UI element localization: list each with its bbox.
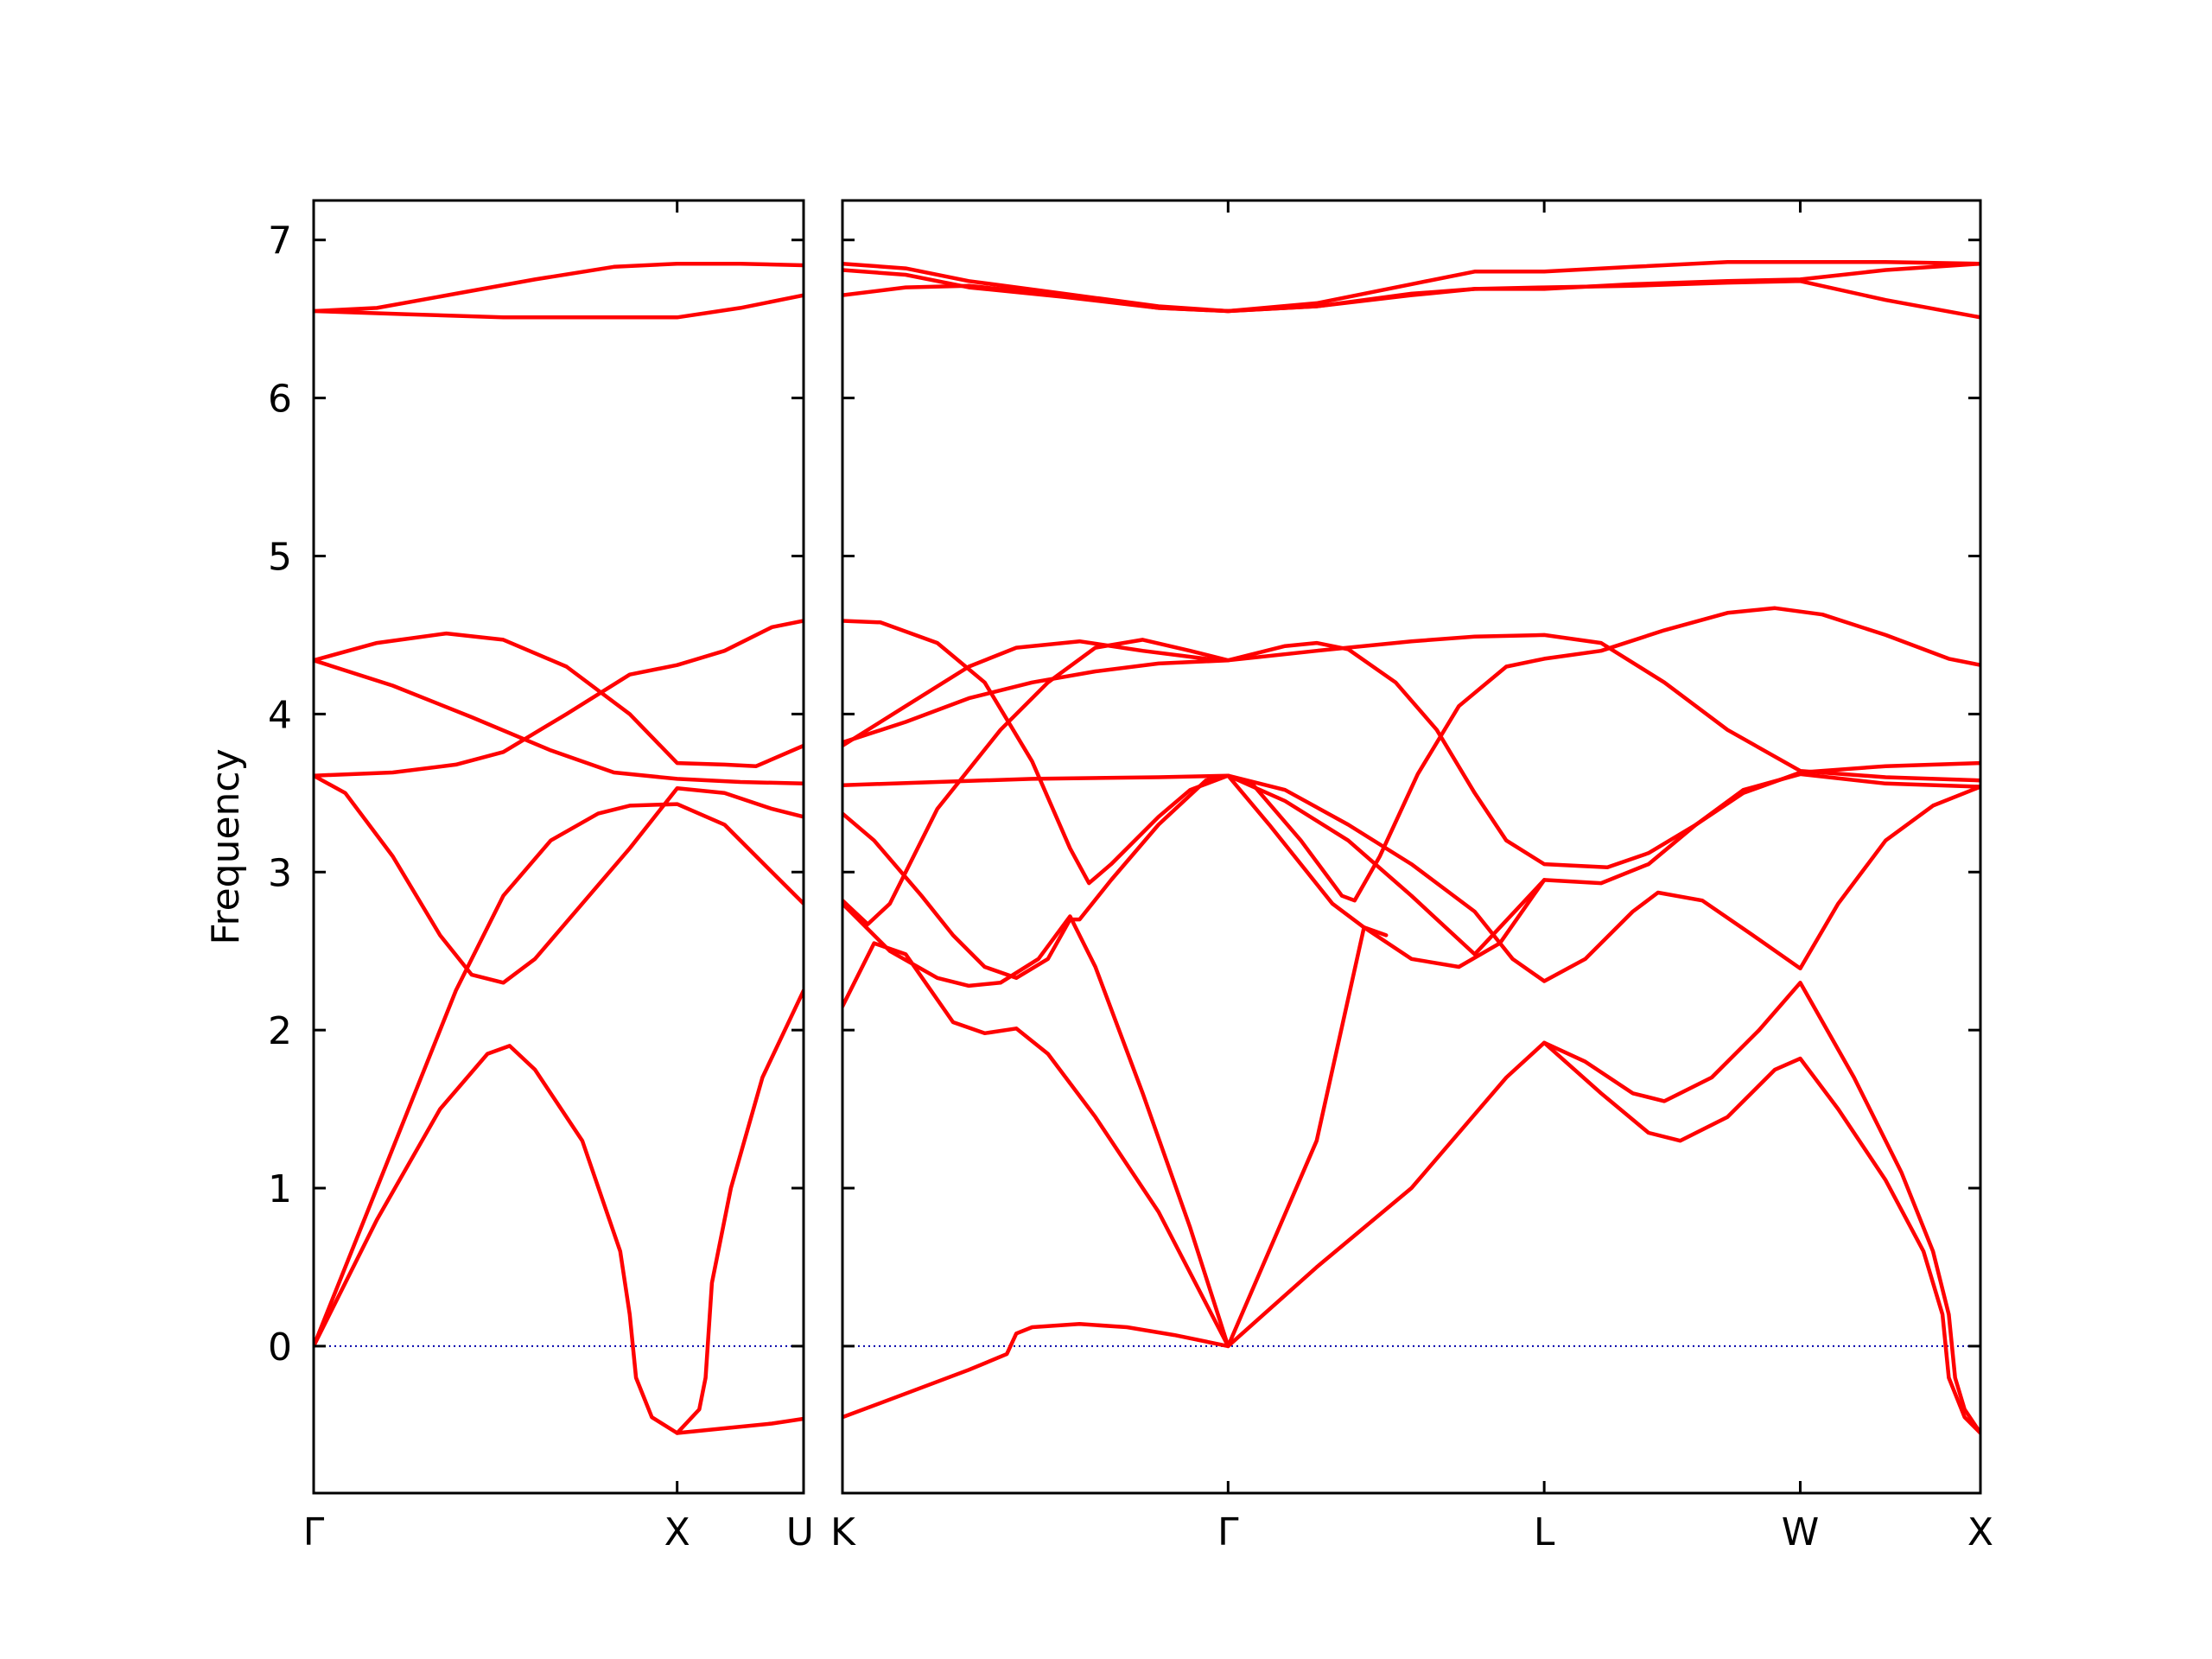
y-tick-label: 6 bbox=[268, 378, 292, 422]
band-line-1-5 bbox=[842, 632, 1980, 783]
x-tick-label: Γ bbox=[1217, 1510, 1239, 1554]
panel-frame bbox=[841, 199, 1982, 1495]
y-tick-label: 3 bbox=[268, 851, 292, 895]
x-tick-label: Γ bbox=[303, 1510, 325, 1554]
band-line-1-0 bbox=[842, 260, 1980, 314]
band-line-0-4 bbox=[314, 619, 804, 778]
band-line-1-10 bbox=[1226, 773, 1547, 969]
panel-frame bbox=[312, 199, 805, 1495]
band-line-1-3 bbox=[842, 606, 1980, 903]
y-tick-label: 7 bbox=[268, 219, 292, 264]
band-line-0-7 bbox=[314, 1044, 804, 1435]
y-tick-label: 0 bbox=[268, 1325, 292, 1370]
x-tick-label: L bbox=[1534, 1510, 1555, 1554]
y-tick-label: 4 bbox=[268, 693, 292, 737]
band-line-1-14 bbox=[842, 1322, 1230, 1420]
y-axis-title: Frequency bbox=[204, 748, 248, 944]
band-line-1-6 bbox=[842, 773, 1980, 983]
band-line-0-2 bbox=[314, 631, 804, 768]
band-line-1-8 bbox=[842, 638, 1230, 926]
band-line-0-6 bbox=[314, 802, 804, 1349]
band-line-1-7 bbox=[842, 772, 1980, 981]
band-line-1-4 bbox=[842, 639, 1980, 870]
x-tick-label: K bbox=[830, 1510, 856, 1554]
y-tick-labels: 0 1 2 3 4 5 6 7 bbox=[268, 219, 292, 1370]
band-line-1-13 bbox=[1541, 1040, 1980, 1435]
band-line-0-8 bbox=[675, 988, 804, 1435]
band-line-0-1 bbox=[314, 293, 804, 320]
band-line-0-0 bbox=[314, 261, 804, 314]
y-tick-label: 2 bbox=[268, 1009, 292, 1053]
y-tick-label: 1 bbox=[268, 1167, 292, 1211]
band-line-1-2 bbox=[842, 279, 1980, 320]
band-line-0-3 bbox=[314, 658, 804, 786]
y-tick-label: 5 bbox=[268, 535, 292, 579]
x-tick-label: X bbox=[664, 1510, 690, 1554]
band-line-0-5 bbox=[314, 773, 804, 985]
band-line-1-11 bbox=[842, 925, 1389, 1349]
band-line-1-12 bbox=[1226, 981, 1980, 1435]
band-line-1-9 bbox=[842, 901, 1230, 1349]
x-tick-label: W bbox=[1782, 1510, 1820, 1554]
x-tick-label: U bbox=[786, 1510, 814, 1554]
x-tick-label: X bbox=[1967, 1510, 1993, 1554]
